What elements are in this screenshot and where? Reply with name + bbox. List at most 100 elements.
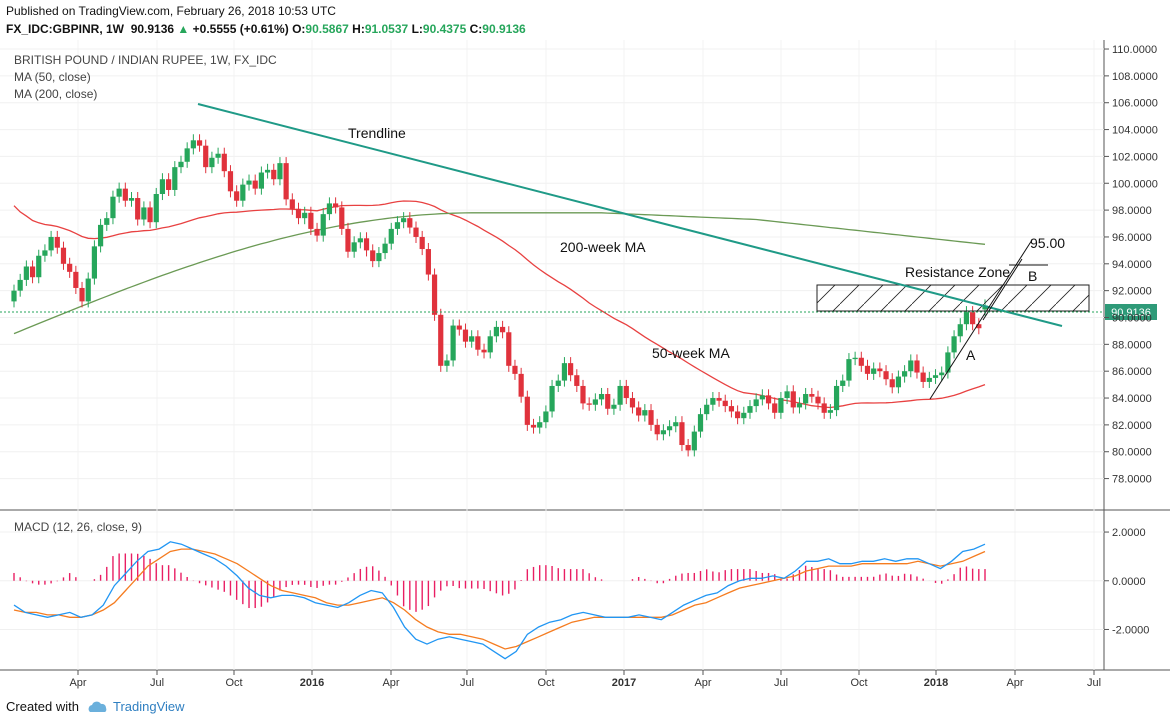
- candle-body: [203, 145, 209, 168]
- candle-body: [691, 431, 697, 451]
- footer-label: Created with: [6, 699, 79, 714]
- footer: Created with TradingView: [6, 699, 185, 714]
- time-tick-label: 2016: [300, 677, 324, 689]
- candle-body: [666, 426, 673, 431]
- candle-body: [512, 365, 518, 374]
- trendline: [197, 103, 1063, 327]
- candle-body: [908, 360, 914, 372]
- candle-body: [425, 249, 431, 275]
- candle-body: [939, 372, 945, 376]
- candle-body: [926, 377, 932, 382]
- candle-body: [970, 312, 976, 325]
- legend-ma50: MA (50, close): [14, 70, 91, 84]
- price-tick-label: 106.0000: [1112, 98, 1158, 110]
- candle-body: [778, 398, 784, 413]
- candle-body: [673, 422, 679, 427]
- candle-body: [444, 360, 450, 366]
- candle-body: [765, 395, 772, 404]
- time-tick-label: Jul: [460, 677, 474, 689]
- candle-body: [951, 336, 957, 353]
- candle-body: [73, 271, 79, 288]
- macd-tick-label: 0.0000: [1112, 576, 1146, 588]
- candle-body: [561, 363, 568, 381]
- candle-body: [852, 357, 858, 360]
- candle-body: [308, 212, 314, 229]
- candle-body: [704, 404, 710, 415]
- chart-area[interactable]: 90.9136 BRITISH POUND / INDIAN RUPEE, 1W…: [0, 40, 1170, 695]
- candle-body: [858, 357, 864, 366]
- candle-body: [401, 218, 407, 223]
- candle-body: [314, 228, 320, 236]
- price-tick-label: 96.0000: [1112, 232, 1152, 244]
- time-tick-label: Apr: [1006, 677, 1023, 689]
- candle-body: [246, 180, 252, 185]
- candle-body: [295, 208, 302, 219]
- price-tick-label: 110.0000: [1112, 44, 1157, 56]
- candle-body: [85, 278, 91, 302]
- candle-body: [963, 312, 970, 325]
- candle-body: [110, 196, 116, 219]
- candle-body: [809, 394, 815, 397]
- candle-body: [438, 314, 444, 366]
- candle-body: [17, 279, 23, 291]
- annotation-resistance: Resistance Zone: [905, 264, 1010, 280]
- candle-body: [475, 336, 481, 350]
- candle-body: [537, 422, 543, 428]
- candle-body: [932, 375, 939, 378]
- signal-line: [13, 548, 986, 650]
- change-value: +0.5555 (+0.61%): [192, 22, 289, 36]
- candle-body: [735, 411, 741, 419]
- candle-body: [351, 242, 357, 252]
- candle-body: [54, 236, 60, 248]
- candle-body: [320, 214, 326, 236]
- tradingview-logo[interactable]: TradingView: [87, 699, 185, 714]
- candle-body: [36, 255, 42, 278]
- time-tick-label: Apr: [382, 677, 399, 689]
- macd-tick-label: 2.0000: [1112, 527, 1146, 539]
- time-tick-label: Oct: [850, 677, 867, 689]
- projection-line-a: [929, 239, 1033, 400]
- candle-body: [166, 179, 172, 190]
- candle-body: [382, 243, 388, 254]
- candle-body: [333, 203, 339, 208]
- candle-body: [79, 287, 85, 302]
- candle-body: [135, 198, 141, 220]
- macd-line: [13, 541, 986, 660]
- candle-body: [574, 375, 580, 386]
- candle-body: [654, 424, 660, 435]
- candle-body: [221, 153, 227, 172]
- candle-body: [586, 403, 592, 405]
- macd-title: MACD (12, 26, close, 9): [14, 520, 142, 534]
- candle-body: [450, 325, 456, 361]
- candle-body: [234, 191, 240, 201]
- time-axis-ticks: Apr Jul Oct 2016 Apr Jul Oct 2017 Apr Jul Oct 2018 A…: [69, 670, 1101, 689]
- candle-body: [530, 424, 537, 428]
- candle-body: [796, 403, 803, 408]
- candle-body: [209, 157, 215, 168]
- ma200-line: [13, 212, 986, 335]
- candle-body: [728, 406, 735, 412]
- candle-body: [97, 224, 104, 247]
- candle-body: [524, 396, 530, 425]
- candle-body: [326, 203, 333, 215]
- candle-body: [413, 227, 419, 237]
- candle-body: [215, 153, 221, 158]
- time-tick-label: Apr: [69, 677, 86, 689]
- candle-body: [648, 410, 654, 425]
- price-tick-label: 82.0000: [1112, 420, 1152, 432]
- candle-body: [264, 169, 271, 173]
- candle-body: [60, 247, 67, 264]
- candle-body: [895, 376, 902, 388]
- candle-body: [883, 371, 889, 380]
- candle-body: [42, 250, 48, 256]
- candle-body: [116, 188, 122, 197]
- time-tick-label: Jul: [774, 677, 788, 689]
- candle-body: [568, 363, 574, 376]
- candle-body: [685, 445, 691, 451]
- last-price: 90.9136: [130, 22, 175, 36]
- candle-body: [605, 394, 611, 409]
- quote-line: FX_IDC:GBPINR, 1W 90.9136 ▲ +0.5555 (+0.…: [6, 22, 526, 36]
- candle-body: [827, 410, 833, 413]
- candle-body: [945, 352, 951, 373]
- candle-body: [901, 371, 908, 377]
